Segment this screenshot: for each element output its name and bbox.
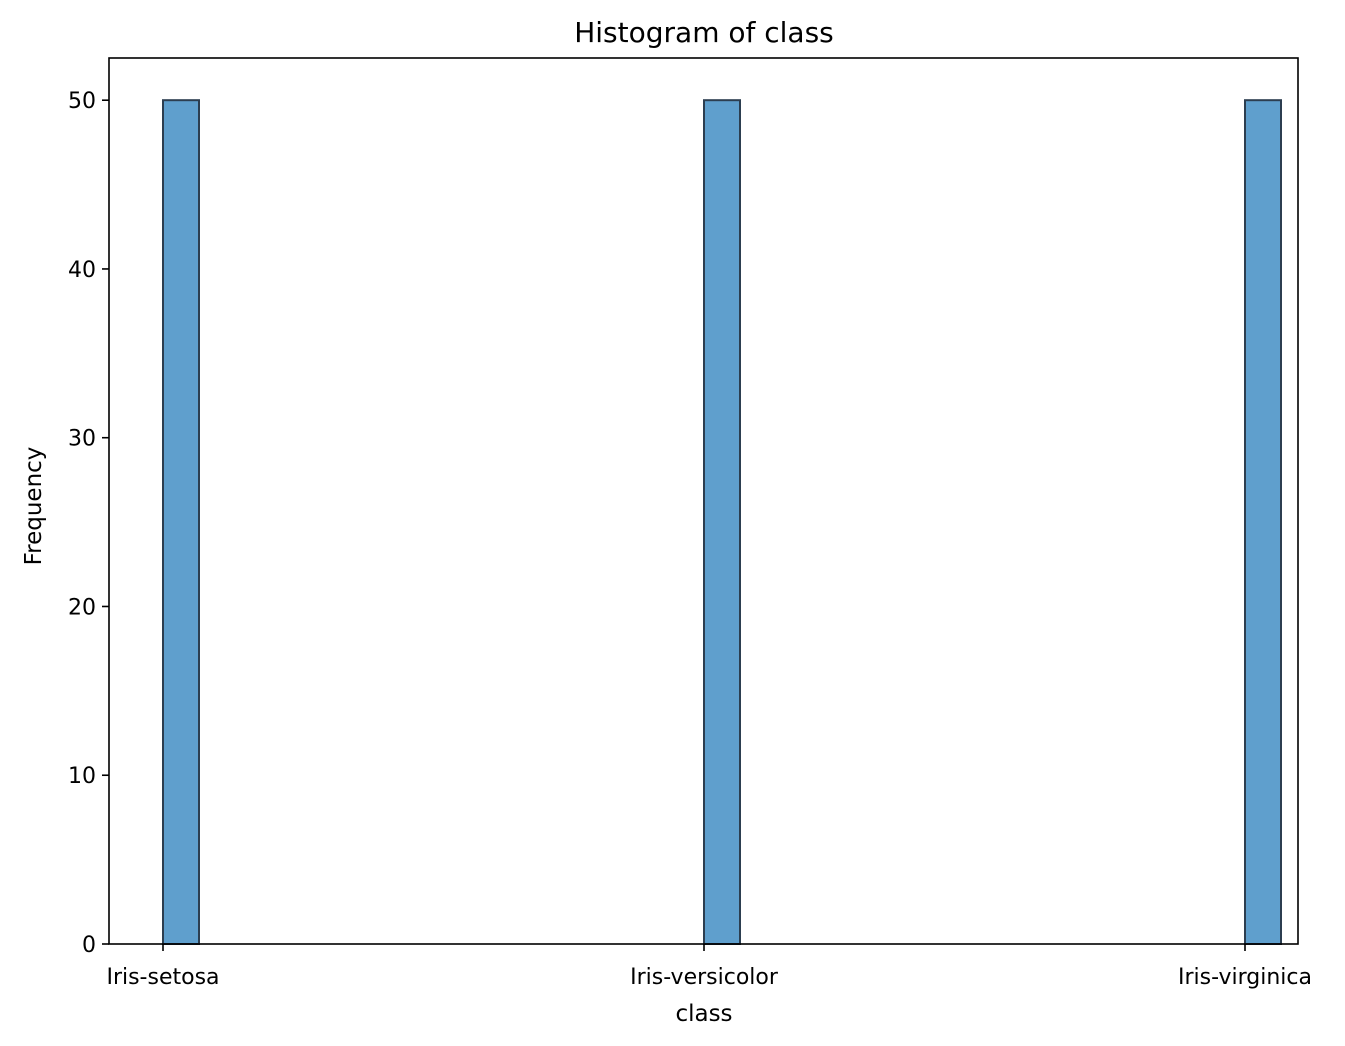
x-axis: Iris-setosa Iris-versicolor Iris-virginica — [106, 944, 1312, 990]
x-axis-label: class — [675, 1001, 732, 1027]
histogram-bar-1 — [703, 99, 741, 945]
y-tick-label: 50 — [68, 89, 96, 114]
x-tick-label: Iris-setosa — [106, 965, 219, 990]
chart-title: Histogram of class — [574, 16, 834, 49]
y-tick-label: 30 — [68, 427, 96, 452]
axes-frame — [108, 57, 1299, 945]
plot-area — [162, 99, 1282, 945]
x-tick-label: Iris-virginica — [1178, 965, 1312, 990]
y-tick-label: 0 — [82, 933, 96, 958]
histogram-bar-0 — [162, 99, 200, 945]
x-tick-label: Iris-versicolor — [630, 965, 779, 990]
y-tick-label: 40 — [68, 258, 96, 283]
histogram-bar-2 — [1244, 99, 1282, 945]
y-tick-label: 20 — [68, 595, 96, 620]
y-axis: 0 10 20 30 40 50 — [68, 89, 109, 958]
y-axis-label: Frequency — [21, 447, 47, 566]
y-tick-label: 10 — [68, 764, 96, 789]
